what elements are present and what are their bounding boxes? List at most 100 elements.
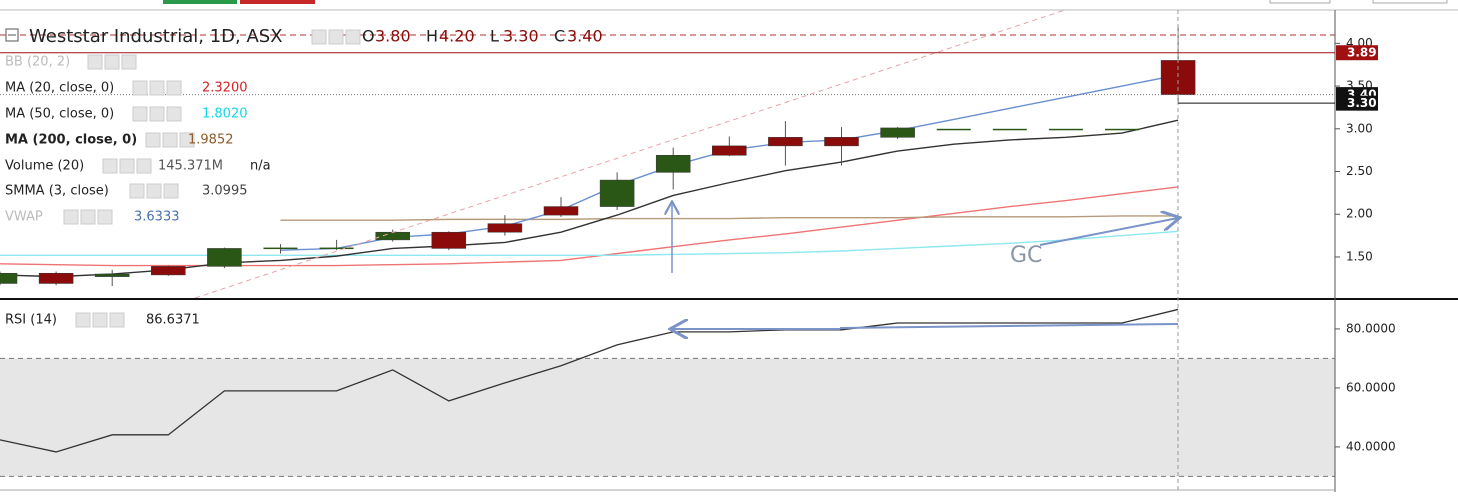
- price-tag: [1336, 45, 1378, 61]
- candle-body: [319, 247, 354, 250]
- icon-button[interactable]: [328, 29, 344, 45]
- price-tag-label: 3.30: [1347, 96, 1377, 110]
- icon-button[interactable]: [102, 158, 118, 174]
- candle-body: [599, 179, 635, 207]
- candle-body: [543, 206, 579, 216]
- top-button[interactable]: [240, 0, 315, 4]
- rsi-line: [0, 308, 1179, 453]
- candle-body: [263, 247, 298, 250]
- icon-button[interactable]: [63, 209, 79, 225]
- y-tick-label: 40.0000: [1346, 439, 1396, 453]
- legend-name: VWAP: [5, 210, 43, 225]
- icon-button[interactable]: [149, 80, 165, 96]
- ohlc-value: 4.20: [439, 27, 475, 46]
- icon-button[interactable]: [345, 29, 361, 45]
- candle-body: [151, 266, 186, 276]
- top-button[interactable]: [1372, 0, 1448, 4]
- candle-body: [375, 231, 410, 241]
- chart-title: Weststar Industrial, 1D, ASX: [29, 26, 283, 47]
- candle-body: [936, 128, 971, 131]
- arrow: [839, 323, 1179, 329]
- legend-name: BB (20, 2): [5, 55, 70, 70]
- icon-button[interactable]: [75, 312, 91, 328]
- candle-body: [0, 272, 18, 284]
- icon-button[interactable]: [162, 132, 178, 148]
- icon-button[interactable]: [166, 106, 182, 122]
- icon-button[interactable]: [166, 80, 182, 96]
- annotation: GC: [1010, 243, 1042, 268]
- icon-button[interactable]: [104, 54, 120, 70]
- ohlc-key: C: [554, 27, 565, 46]
- y-tick-label: 1.50: [1346, 249, 1373, 263]
- legend-name: MA (200, close, 0): [5, 133, 137, 148]
- legend-value: 86.6371: [146, 313, 200, 328]
- legend-name: SMMA (3, close): [5, 184, 109, 199]
- candle-body: [712, 145, 747, 156]
- top-button[interactable]: [1269, 0, 1331, 4]
- candle-body: [1105, 128, 1139, 131]
- panel-title: RSI (14): [5, 313, 57, 328]
- icon-button[interactable]: [87, 54, 103, 70]
- icon-button[interactable]: [146, 183, 162, 199]
- candle-body: [768, 137, 803, 147]
- legend-value: 145.371M: [158, 159, 223, 174]
- y-tick-label: 80.0000: [1346, 321, 1396, 335]
- candle-body: [94, 273, 130, 277]
- indicator-line: [0, 230, 1179, 256]
- legend-value: 1.9852: [188, 133, 234, 148]
- y-tick-label: 2.50: [1346, 164, 1373, 178]
- legend-value: 1.8020: [202, 107, 248, 122]
- indicator-line: [280, 74, 1179, 251]
- candle-body: [992, 128, 1027, 131]
- indicator-line: [0, 186, 1179, 267]
- icon-button[interactable]: [132, 106, 148, 122]
- ohlc-value: 3.40: [567, 27, 603, 46]
- legend-value: 3.0995: [202, 184, 248, 199]
- top-button[interactable]: [163, 0, 237, 4]
- arrow: [1039, 218, 1178, 246]
- y-tick-label: 2.00: [1346, 207, 1373, 221]
- ohlc-key: L: [490, 27, 499, 46]
- candle-body: [824, 137, 859, 147]
- indicator-line: [0, 119, 1179, 278]
- icon-button[interactable]: [80, 209, 96, 225]
- icon-button[interactable]: [129, 183, 145, 199]
- candle-body: [880, 127, 915, 138]
- ohlc-key: O: [362, 27, 375, 46]
- candle-body: [655, 155, 691, 173]
- legend: O 3.80 H 4.20 L 3.30 C 3.40 BB (20, 2) MA (20, cl…: [5, 27, 603, 328]
- icon-button[interactable]: [179, 132, 195, 148]
- icon-button[interactable]: [163, 183, 179, 199]
- price-tag-label: 3.89: [1347, 46, 1377, 60]
- icon-button[interactable]: [132, 80, 148, 96]
- icon-button[interactable]: [97, 209, 113, 225]
- icon-button[interactable]: [149, 106, 165, 122]
- rsi-band: [0, 358, 1335, 477]
- icon-button[interactable]: [109, 312, 125, 328]
- ohlc-value: 3.80: [375, 27, 411, 46]
- legend-value: 3.6333: [134, 210, 180, 225]
- legend-name: MA (20, close, 0): [5, 81, 114, 96]
- icon-button[interactable]: [145, 132, 161, 148]
- icon-button[interactable]: [119, 158, 135, 174]
- legend-extra: n/a: [250, 159, 271, 174]
- candle-body: [1048, 128, 1083, 131]
- candle-body: [207, 248, 242, 267]
- icon-button[interactable]: [121, 54, 137, 70]
- plot-area: [0, 26, 1335, 477]
- icon-button[interactable]: [136, 158, 152, 174]
- icon-button[interactable]: [311, 29, 327, 45]
- ohlc-value: 3.30: [503, 27, 539, 46]
- candle-body: [38, 272, 74, 284]
- legend-value: 2.3200: [202, 81, 248, 96]
- y-tick-label: 3.00: [1346, 121, 1373, 135]
- indicator-line: [280, 215, 1179, 221]
- price-tag: [1336, 95, 1378, 111]
- legend-name: Volume (20): [5, 159, 84, 174]
- icon-button[interactable]: [92, 312, 108, 328]
- ohlc-key: H: [426, 27, 438, 46]
- candle-body: [431, 231, 467, 249]
- legend-name: MA (50, close, 0): [5, 107, 114, 122]
